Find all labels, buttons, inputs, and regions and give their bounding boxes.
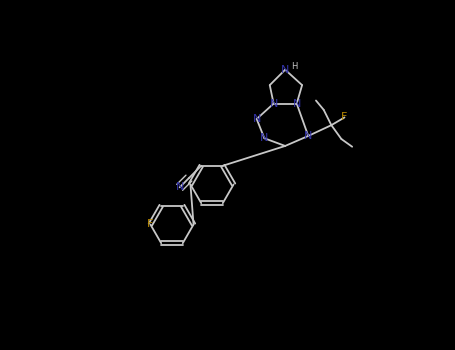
Text: N: N (253, 114, 261, 124)
Text: F: F (147, 219, 154, 230)
Text: N: N (304, 131, 313, 141)
Text: F: F (341, 112, 348, 122)
Text: H: H (291, 62, 298, 71)
Text: N: N (293, 99, 301, 108)
Text: N: N (260, 133, 268, 143)
Text: N: N (176, 182, 184, 192)
Text: N: N (269, 99, 278, 108)
Text: N: N (281, 65, 289, 75)
